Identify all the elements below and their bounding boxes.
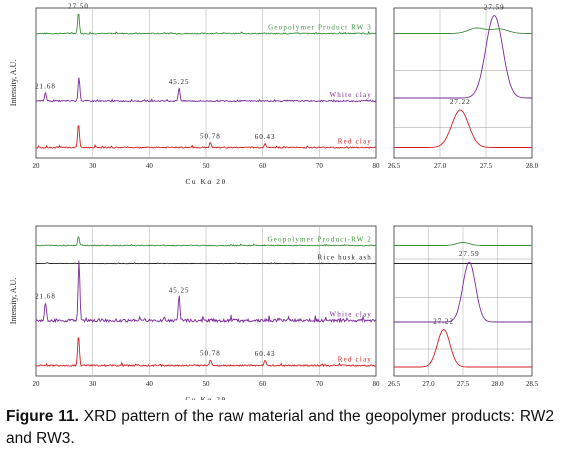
series-label: Geopolymer Product RW 3 [268,24,372,32]
x-tick-label: 28.5 [526,380,539,388]
xrd-series-line [394,261,532,323]
x-tick-label: 28.0 [491,380,504,388]
x-tick-label: 27.5 [457,380,470,388]
x-tick-label: 70 [316,162,324,170]
x-tick-label: 50 [203,162,211,170]
peak-label: 50.78 [200,350,221,358]
x-tick-label: 26.5 [388,162,401,170]
x-tick-label: 80 [373,380,381,388]
series-label: White clay [329,311,372,319]
series-label: Red clay [338,138,372,146]
xrd-series-line [394,242,532,246]
xrd-series-line [35,260,376,324]
x-tick-label: 60 [259,162,267,170]
x-tick-label: 60 [259,380,267,388]
xrd-series-line [35,13,377,35]
figure-caption: Figure 11. XRD pattern of the raw materi… [6,406,554,450]
x-tick-label: 27.0 [434,162,447,170]
x-tick-label: 28.0 [526,162,539,170]
xrd-series-line [394,27,532,34]
caption-label: Figure 11. [6,408,79,425]
x-tick-label: 50 [203,380,211,388]
series-label: White clay [329,91,372,99]
xrd-series-line [35,77,377,103]
x-tick-label: 80 [373,162,381,170]
peak-label: 50.78 [200,133,221,141]
x-tick-label: 30 [89,162,97,170]
x-tick-label: 40 [146,380,154,388]
peak-label: 27.59 [484,4,505,12]
x-tick-label: 30 [89,380,97,388]
x-tick-label: 27.5 [480,162,493,170]
series-label: Red clay [338,356,372,364]
x-tick-label: 70 [316,380,324,388]
series-label: Geopolymer Product-RW 2 [268,236,372,244]
x-axis-label: Cu Kα 2θ [185,177,226,186]
caption-text: XRD pattern of the raw material and the … [6,408,554,447]
peak-label: 27.50 [68,3,89,11]
x-axis-label: Cu Kα 2θ [185,395,226,400]
x-tick-label: 40 [146,162,154,170]
peak-label: 27.22 [433,318,454,326]
xrd-series-line [394,328,532,368]
peak-label: 60.43 [255,350,276,358]
xrd-series-line [394,14,532,99]
peak-label: 45.25 [169,78,190,86]
y-axis-label: Intensity, A.U. [9,60,18,107]
xrd-series-line [35,337,377,368]
series-label: Rice husk ash [318,254,372,262]
xrd-figure: 20 30 40 50 60 70 80 Cu Kα 2θ Intensity, A.U. Geo… [9,3,539,401]
x-tick-label: 26.5 [388,380,401,388]
peak-label: 21.68 [35,293,56,301]
peak-label: 45.25 [169,287,190,295]
xrd-series-line [35,125,376,149]
peak-label: 27.22 [450,98,471,106]
peak-label: 27.59 [459,250,480,258]
x-tick-label: 20 [33,380,41,388]
xrd-series-line [394,109,532,148]
xrd-series-line [35,262,377,265]
y-axis-label: Intensity, A.U. [9,278,18,325]
x-tick-label: 20 [33,162,41,170]
peak-label: 60.43 [255,133,276,141]
xrd-series-line [35,236,377,247]
plot-frame [393,7,533,159]
peak-label: 21.68 [35,83,56,91]
x-tick-label: 27.0 [422,380,435,388]
